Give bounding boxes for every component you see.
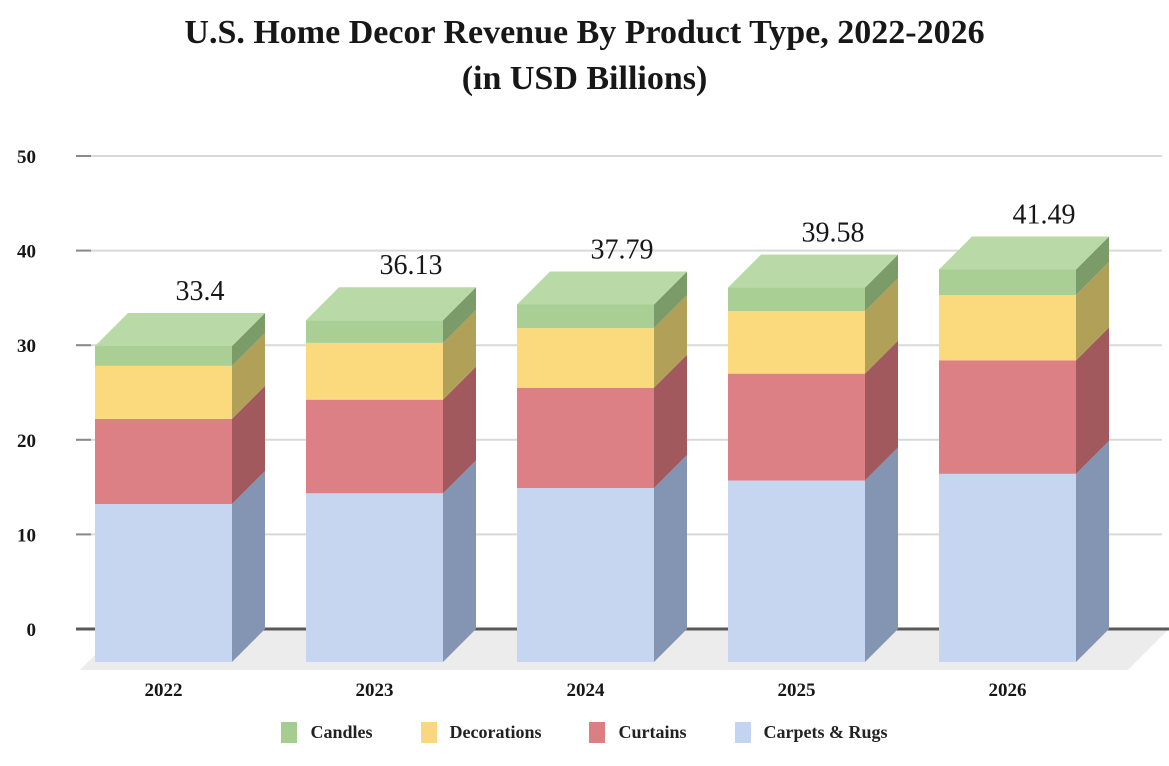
- bar-segment: [939, 360, 1076, 474]
- y-tick-label: 20: [17, 431, 36, 452]
- bar-segment: [306, 320, 443, 343]
- x-category-label: 2026: [989, 680, 1027, 701]
- bar-segment-side: [654, 354, 687, 489]
- bar-segment: [517, 328, 654, 388]
- legend-label-carpets-rugs: Carpets & Rugs: [763, 722, 888, 742]
- bar-total-label: 33.4: [176, 276, 225, 307]
- bar-segment-side: [865, 254, 898, 312]
- bar-total-label: 39.58: [802, 218, 865, 249]
- bar-top-face: [939, 236, 1109, 270]
- bar-segment: [728, 480, 865, 662]
- bar-segment: [95, 365, 232, 419]
- legend-item-curtains: Curtains: [589, 722, 687, 743]
- bar-top-face: [728, 254, 898, 288]
- legend-item-carpets-rugs: Carpets & Rugs: [734, 722, 888, 743]
- bar-segment-side: [654, 271, 687, 329]
- bar-segment-side: [443, 460, 476, 662]
- bar-segment-side: [1076, 262, 1109, 361]
- bar-segment-side: [654, 295, 687, 388]
- bar-segment: [728, 311, 865, 374]
- bar-segment: [939, 269, 1076, 296]
- x-category-label: 2023: [356, 680, 394, 701]
- legend-label-decorations: Decorations: [449, 722, 542, 742]
- legend-item-decorations: Decorations: [420, 722, 542, 743]
- y-tick-label: 50: [17, 147, 36, 168]
- bar-segment: [939, 473, 1076, 662]
- bar-segment-side: [654, 455, 687, 662]
- bar-segment-side: [232, 385, 265, 505]
- bar-segment: [95, 346, 232, 366]
- bar-total-label: 41.49: [1013, 200, 1076, 231]
- bar-segment-side: [1076, 440, 1109, 662]
- bar-segment-side: [232, 313, 265, 366]
- x-category-label: 2024: [567, 680, 606, 701]
- legend-swatch-curtains: [589, 722, 606, 743]
- legend-label-curtains: Curtains: [618, 722, 687, 742]
- bar-segment-side: [1076, 236, 1109, 296]
- bar-segment-side: [865, 278, 898, 374]
- bar-segment: [728, 287, 865, 312]
- bar-segment-side: [443, 309, 476, 400]
- bar-segment: [939, 295, 1076, 361]
- bar-segment: [306, 493, 443, 662]
- bar-segment-side: [865, 447, 898, 662]
- y-tick-label: 0: [27, 620, 37, 641]
- bar-segment: [517, 488, 654, 662]
- chart-legend: Candles Decorations Curtains Carpets & Rugs: [0, 722, 1169, 743]
- bar-segment-side: [232, 471, 265, 662]
- legend-item-candles: Candles: [281, 722, 373, 743]
- bar-total-label: 36.13: [380, 250, 443, 281]
- legend-label-candles: Candles: [310, 722, 373, 742]
- bar-segment: [306, 399, 443, 494]
- chart-title: U.S. Home Decor Revenue By Product Type,…: [0, 10, 1169, 102]
- bar-top-face: [306, 287, 476, 321]
- legend-swatch-decorations: [420, 722, 437, 743]
- bar-segment-side: [232, 332, 265, 419]
- bar-segment: [95, 418, 232, 505]
- x-category-label: 2022: [145, 680, 183, 701]
- y-tick-label: 10: [17, 525, 36, 546]
- bar-segment: [517, 387, 654, 489]
- bar-segment: [728, 373, 865, 481]
- bar-segment-side: [443, 366, 476, 494]
- chart-title-line-1: U.S. Home Decor Revenue By Product Type,…: [184, 14, 985, 51]
- bar-segment: [95, 504, 232, 662]
- legend-swatch-carpets-rugs: [734, 722, 751, 743]
- bar-segment: [306, 342, 443, 400]
- bar-segment-side: [443, 287, 476, 343]
- y-tick-label: 40: [17, 242, 36, 263]
- x-category-label: 2025: [778, 680, 816, 701]
- y-tick-label: 30: [17, 336, 36, 357]
- bar-segment: [517, 304, 654, 329]
- bar-total-label: 37.79: [591, 235, 654, 266]
- chart-title-line-2: (in USD Billions): [461, 60, 708, 97]
- bar-top-face: [517, 271, 687, 305]
- legend-swatch-candles: [281, 722, 298, 743]
- bar-segment-side: [1076, 327, 1109, 474]
- bar-segment-side: [865, 340, 898, 481]
- bar-top-face: [95, 313, 265, 347]
